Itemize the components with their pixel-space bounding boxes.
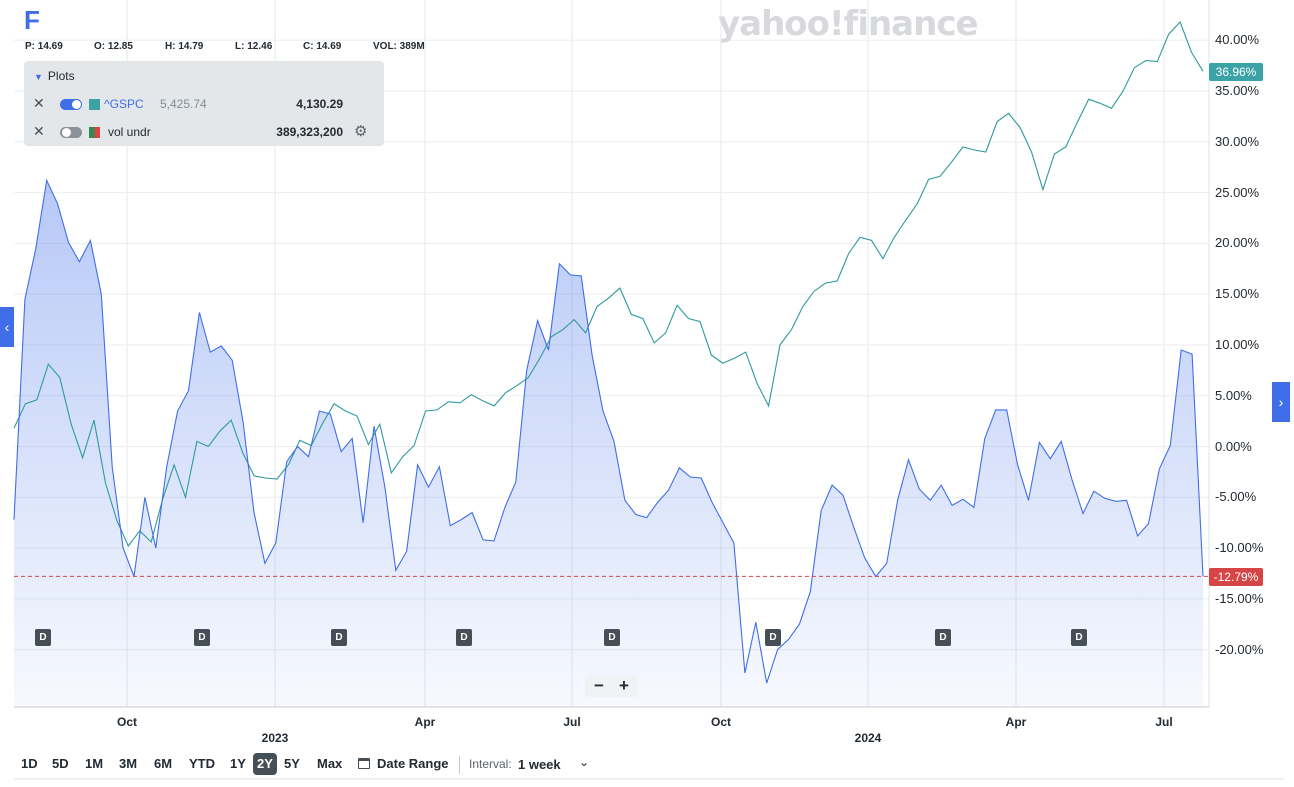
gspc-name: ^GSPC [104,97,144,111]
zoom-in-button[interactable]: + [619,676,629,695]
remove-gspc-icon[interactable]: ✕ [33,95,45,111]
interval-select[interactable]: 1 week [518,757,561,772]
interval-label: Interval: [469,757,512,771]
f-area-fill [14,180,1203,707]
plots-title: Plots [47,69,75,83]
ohlc-open: O: 12.85 [94,41,133,52]
ohlc-close: C: 14.69 [303,41,342,52]
dividend-marker[interactable]: D [35,629,51,646]
collapse-triangle-icon[interactable]: ▼ [34,72,43,82]
plots-panel: ▼ Plots ✕ ^GSPC 5,425.74 4,130.29 ✕ vol u… [24,61,384,146]
gspc-last-value: 5,425.74 [160,97,207,111]
x-label-oct-2023: Oct [710,715,732,729]
range-toolbar: 1D 5D 1M 3M 6M YTD 1Y 2Y 5Y Max Date Ran… [0,749,1294,779]
gspc-series-line [13,20,1204,548]
date-range-button[interactable]: Date Range [358,753,449,775]
yahoo-finance-watermark: yahoo!finance [718,4,979,44]
dividend-marker[interactable]: D [765,629,781,646]
x-label-jul-2024: Jul [1155,715,1173,729]
ohlc-price: P: 14.69 [25,41,63,52]
date-range-label: Date Range [377,756,449,771]
x-label-oct-2022: Oct [116,715,138,729]
y-tick-label: 30.00% [1215,133,1260,149]
f-price-flag: -12.79% [1209,568,1263,586]
ohlc-low: L: 12.46 [235,41,273,52]
range-5d-button[interactable]: 5D [52,756,69,771]
volume-visibility-toggle[interactable] [60,127,82,138]
y-tick-label: -5.00% [1215,489,1257,505]
remove-volume-icon[interactable]: ✕ [33,123,45,139]
ohlc-high: H: 14.79 [165,41,204,52]
plot-row-gspc: ✕ ^GSPC 5,425.74 4,130.29 [24,92,384,116]
ticker-symbol: F [24,5,40,35]
y-tick-label: 10.00% [1215,336,1260,352]
range-2y-button[interactable]: 2Y [253,753,277,775]
y-tick-label: 0.00% [1215,438,1252,454]
zoom-out-button[interactable]: − [594,676,604,695]
x-label-2024: 2024 [854,731,882,745]
range-1y-button[interactable]: 1Y [230,756,246,771]
scroll-right-button[interactable]: › [1272,382,1290,422]
dividend-marker[interactable]: D [194,629,210,646]
y-tick-label: -15.00% [1215,590,1264,606]
y-tick-label: 20.00% [1215,235,1260,251]
dividend-marker[interactable]: D [1071,629,1087,646]
volume-name: vol undr [108,125,151,139]
dividend-marker[interactable]: D [456,629,472,646]
range-5y-button[interactable]: 5Y [284,756,300,771]
toolbar-divider [459,756,460,774]
x-label-apr-2023: Apr [414,715,436,729]
y-tick-label: -10.00% [1215,540,1264,556]
gspc-price-flag: 36.96% [1209,63,1263,81]
ohlc-volume: VOL: 389M [373,41,425,52]
range-1d-button[interactable]: 1D [21,756,38,771]
y-tick-label: 40.00% [1215,32,1260,48]
dividend-marker[interactable]: D [331,629,347,646]
range-max-button[interactable]: Max [317,756,343,771]
volume-value: 389,323,200 [276,125,343,139]
y-tick-label: 5.00% [1215,387,1252,403]
y-tick-label: 35.00% [1215,83,1260,99]
gspc-compare-value: 4,130.29 [296,97,343,111]
gear-icon[interactable]: ⚙ [354,123,368,140]
x-label-jul-2023: Jul [563,715,581,729]
gspc-color-swatch[interactable] [89,99,100,110]
gspc-visibility-toggle[interactable] [60,99,82,110]
range-ytd-button[interactable]: YTD [189,756,215,771]
y-tick-label: 15.00% [1215,286,1260,302]
y-tick-label: 25.00% [1215,184,1260,200]
plots-header[interactable]: ▼ Plots [34,69,75,83]
x-label-apr-2024: Apr [1005,715,1027,729]
volume-color-swatch[interactable] [89,127,100,138]
range-3m-button[interactable]: 3M [119,756,138,771]
range-6m-button[interactable]: 6M [154,756,173,771]
y-tick-label: -20.00% [1215,641,1264,657]
dividend-marker[interactable]: D [935,629,951,646]
f-series-line [13,178,1204,684]
dividend-marker[interactable]: D [604,629,620,646]
zoom-controls: − + [585,675,638,697]
range-1m-button[interactable]: 1M [85,756,104,771]
chevron-down-icon[interactable]: ⌄ [579,755,590,769]
calendar-icon [358,758,370,769]
x-label-2023: 2023 [261,731,289,745]
scroll-left-button[interactable]: ‹ [0,307,14,347]
plot-row-volume: ✕ vol undr 389,323,200 ⚙ [24,120,384,144]
